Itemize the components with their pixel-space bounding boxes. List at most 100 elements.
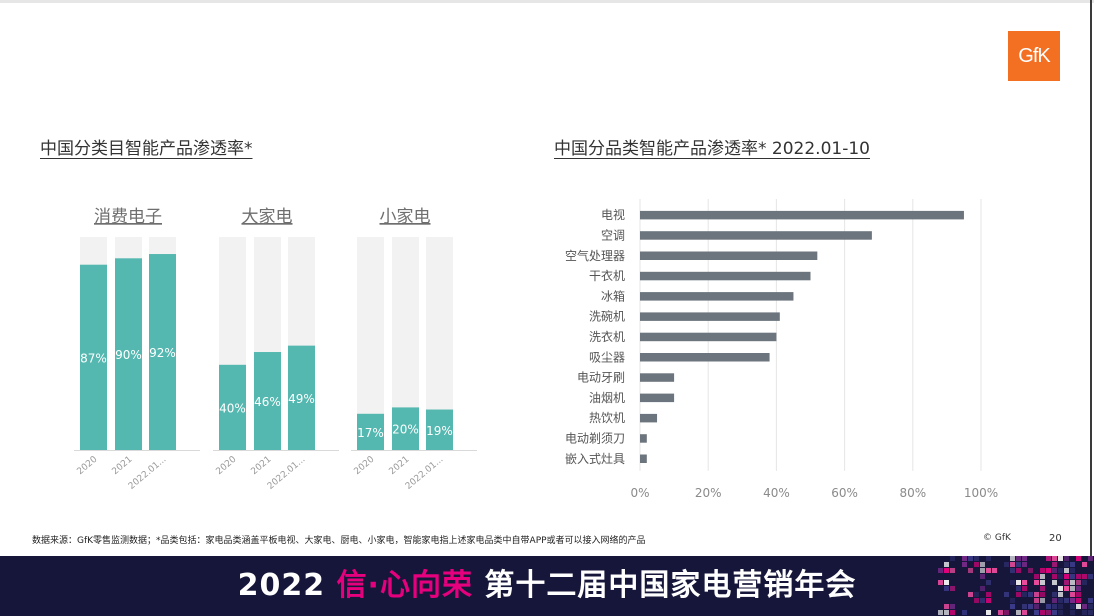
- pixel-square: [1064, 556, 1069, 561]
- pixel-square: [1058, 568, 1063, 573]
- right-chart-title: 中国分品类智能产品渗透率* 2022.01-10: [554, 139, 870, 159]
- pixel-square: [938, 610, 943, 615]
- pixel-square: [1016, 586, 1021, 591]
- pixel-square: [986, 556, 991, 561]
- bar: [640, 454, 647, 463]
- pixel-square: [1046, 556, 1051, 561]
- category-penetration-chart: 消费电子 87% 2020 90% 2021 92% 2022.01... 大家电 40% 202…: [74, 207, 477, 492]
- pixel-square: [980, 598, 985, 603]
- data-label: 90%: [115, 348, 142, 362]
- pixel-square: [962, 562, 967, 567]
- pixel-square: [962, 556, 967, 561]
- x-tick-label: 100%: [964, 486, 998, 500]
- pixel-square: [1058, 586, 1063, 591]
- pixel-square: [1010, 604, 1015, 609]
- pixel-square: [980, 574, 985, 579]
- pixel-square: [1082, 610, 1087, 615]
- pixel-square: [1010, 598, 1015, 603]
- pixel-square: [1010, 556, 1015, 561]
- category-label: 空气处理器: [565, 248, 625, 263]
- pixel-square: [1076, 586, 1081, 591]
- tick-label: 2020: [75, 454, 99, 477]
- bar: [640, 373, 675, 382]
- pixel-square: [1016, 592, 1021, 597]
- pixel-square: [974, 592, 979, 597]
- pixel-square: [1022, 592, 1027, 597]
- pixel-square: [992, 568, 997, 573]
- pixel-square: [1028, 604, 1033, 609]
- banner-pixel-decoration: [938, 556, 1093, 615]
- pixel-square: [980, 562, 985, 567]
- pixel-square: [1070, 592, 1075, 597]
- category-label: 冰箱: [601, 288, 625, 303]
- category-label: 电动剃须刀: [565, 431, 625, 445]
- pixel-square: [1004, 610, 1009, 615]
- group-title-1: 大家电: [242, 207, 293, 227]
- pixel-square: [1040, 586, 1045, 591]
- pixel-square: [1004, 562, 1009, 567]
- footer-copyright: © GfK: [983, 533, 1011, 543]
- data-label: 87%: [80, 351, 107, 365]
- pixel-square: [1058, 592, 1063, 597]
- pixel-square: [1052, 598, 1057, 603]
- tick-label: 2021: [110, 455, 134, 477]
- pixel-square: [1070, 586, 1075, 591]
- pixel-square: [944, 604, 949, 609]
- pixel-square: [1070, 598, 1075, 603]
- pixel-square: [1052, 592, 1057, 597]
- bar: [640, 353, 770, 362]
- pixel-square: [1022, 610, 1027, 615]
- pixel-square: [1040, 574, 1045, 579]
- pixel-square: [1034, 592, 1039, 597]
- bar: [640, 434, 647, 443]
- group-title-0: 消费电子: [94, 207, 162, 227]
- slide-top-line: [0, 0, 1094, 3]
- pixel-square: [1076, 574, 1081, 579]
- data-label: 20%: [392, 423, 419, 437]
- pixel-square: [1088, 574, 1093, 579]
- pixel-square: [1010, 580, 1015, 585]
- pixel-square: [1076, 592, 1081, 597]
- bar: [640, 251, 818, 260]
- pixel-square: [1082, 574, 1087, 579]
- tick-label: 2020: [214, 454, 238, 477]
- pixel-square: [1064, 580, 1069, 585]
- pixel-square: [1046, 568, 1051, 573]
- pixel-square: [1070, 562, 1075, 567]
- pixel-square: [944, 562, 949, 567]
- pixel-square: [1028, 592, 1033, 597]
- bar: [640, 231, 872, 240]
- pixel-square: [1028, 568, 1033, 573]
- product-penetration-chart: 0% 20% 40% 60% 80% 100% 电视空调空气处理器干衣机冰箱洗碗机洗衣机吸尘…: [565, 199, 998, 500]
- category-label: 洗碗机: [589, 309, 625, 324]
- pixel-square: [950, 604, 955, 609]
- pixel-square: [1016, 568, 1021, 573]
- category-label: 热饮机: [589, 411, 625, 425]
- banner-event-name: 第十二届中国家电营销年会: [472, 568, 857, 603]
- pixel-square: [1052, 610, 1057, 615]
- pixel-square: [1064, 568, 1069, 573]
- pixel-square: [968, 592, 973, 597]
- data-label: 19%: [426, 424, 453, 438]
- category-label: 洗衣机: [589, 329, 625, 344]
- pixel-square: [1016, 562, 1021, 567]
- pixel-square: [1070, 580, 1075, 585]
- pixel-square: [1034, 610, 1039, 615]
- bar: [640, 413, 658, 423]
- left-chart-title: 中国分类目智能产品渗透率*: [40, 139, 253, 159]
- pixel-square: [1040, 598, 1045, 603]
- pixel-square: [1052, 574, 1057, 579]
- page-number: 20: [1049, 533, 1062, 544]
- pixel-square: [980, 568, 985, 573]
- pixel-square: [1088, 604, 1093, 609]
- pixel-square: [986, 580, 991, 585]
- pixel-square: [1052, 556, 1057, 561]
- bar: [254, 352, 281, 450]
- category-label: 空调: [601, 228, 625, 242]
- pixel-square: [1076, 604, 1081, 609]
- data-label: 49%: [288, 392, 315, 406]
- data-label: 92%: [149, 346, 176, 360]
- pixel-square: [986, 598, 991, 603]
- data-label: 40%: [219, 401, 246, 415]
- pixel-square: [968, 556, 973, 561]
